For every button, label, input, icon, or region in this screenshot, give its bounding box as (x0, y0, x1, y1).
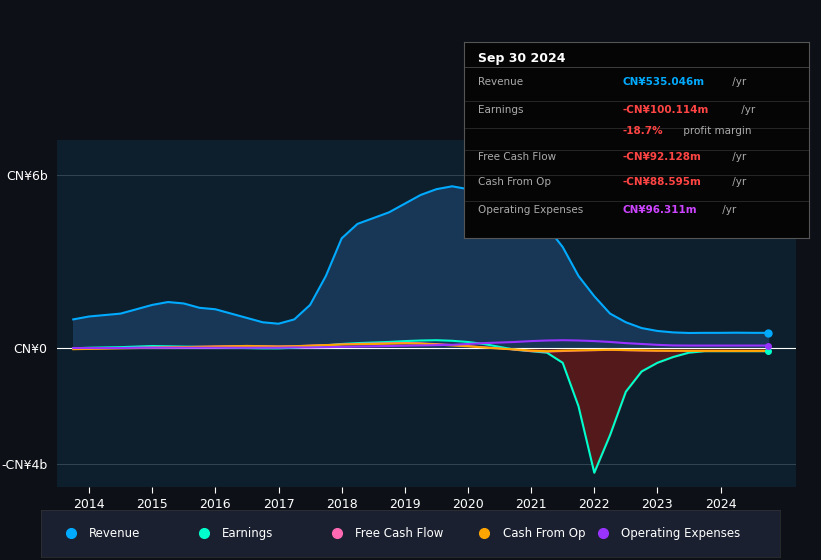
Text: Operating Expenses: Operating Expenses (621, 527, 741, 540)
Text: Cash From Op: Cash From Op (502, 527, 585, 540)
Text: /yr: /yr (719, 205, 736, 214)
Text: Operating Expenses: Operating Expenses (478, 205, 583, 214)
Text: /yr: /yr (738, 105, 755, 115)
Text: /yr: /yr (729, 177, 746, 187)
Text: -CN¥92.128m: -CN¥92.128m (622, 152, 701, 162)
Text: Earnings: Earnings (478, 105, 523, 115)
Text: Revenue: Revenue (478, 77, 523, 87)
Text: CN¥96.311m: CN¥96.311m (622, 205, 697, 214)
Text: Revenue: Revenue (89, 527, 140, 540)
Text: -CN¥88.595m: -CN¥88.595m (622, 177, 701, 187)
Text: profit margin: profit margin (681, 127, 752, 136)
Text: /yr: /yr (729, 152, 746, 162)
Text: /yr: /yr (729, 77, 746, 87)
Text: Earnings: Earnings (222, 527, 273, 540)
Text: CN¥535.046m: CN¥535.046m (622, 77, 704, 87)
Text: Free Cash Flow: Free Cash Flow (355, 527, 443, 540)
Text: -18.7%: -18.7% (622, 127, 663, 136)
Text: Sep 30 2024: Sep 30 2024 (478, 52, 565, 65)
Text: Free Cash Flow: Free Cash Flow (478, 152, 556, 162)
Text: -CN¥100.114m: -CN¥100.114m (622, 105, 709, 115)
Text: Cash From Op: Cash From Op (478, 177, 551, 187)
